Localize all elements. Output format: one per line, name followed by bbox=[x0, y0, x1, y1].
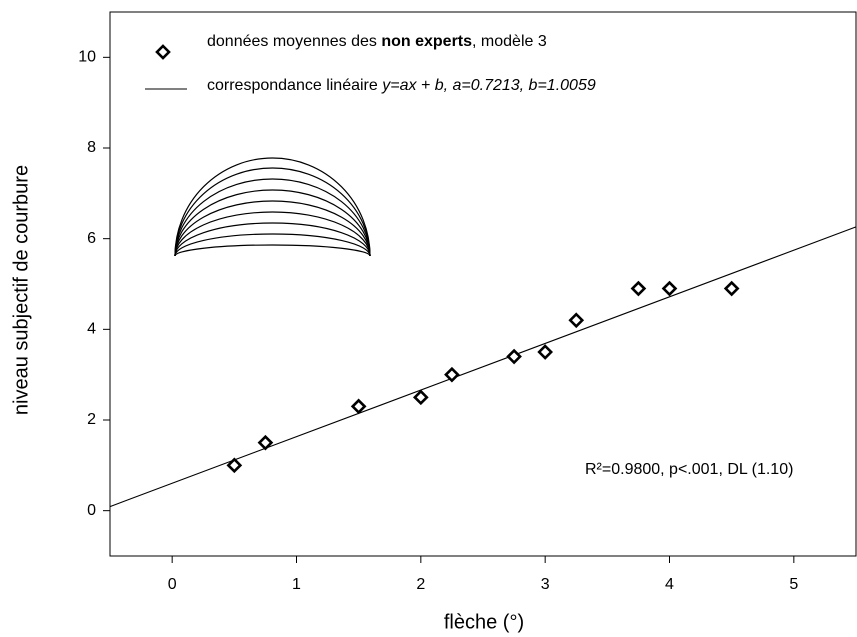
legend-label: données moyennes des non experts, modèle… bbox=[207, 33, 547, 50]
y-tick-label: 0 bbox=[87, 502, 96, 519]
y-tick-label: 8 bbox=[87, 139, 96, 156]
x-tick-label: 0 bbox=[168, 576, 177, 593]
x-axis-label: flèche (°) bbox=[444, 611, 524, 633]
y-axis-label: niveau subjectif de courbure bbox=[10, 165, 32, 415]
legend-text: y=ax + b, a=0.7213, b=1.0059 bbox=[381, 77, 596, 94]
legend-marker bbox=[155, 44, 171, 60]
y-tick-label: 4 bbox=[87, 321, 96, 338]
legend-label: correspondance linéaire y=ax + b, a=0.72… bbox=[207, 77, 596, 94]
marker bbox=[568, 312, 585, 329]
marker bbox=[444, 366, 460, 383]
x-tick-label: 4 bbox=[665, 576, 674, 593]
legend-text: , modèle 3 bbox=[472, 33, 547, 50]
marker bbox=[661, 280, 678, 297]
x-tick-label: 1 bbox=[292, 576, 301, 593]
annotation: R²=0.9800, p<.001, DL (1.10) bbox=[585, 461, 793, 478]
marker bbox=[226, 457, 243, 474]
curvature-icon bbox=[174, 157, 371, 257]
plot-frame bbox=[109, 11, 857, 557]
marker bbox=[257, 434, 274, 451]
marker bbox=[723, 280, 740, 297]
y-tick-label: 6 bbox=[87, 230, 96, 247]
marker bbox=[630, 280, 647, 297]
x-tick-label: 2 bbox=[416, 576, 425, 593]
marker bbox=[412, 389, 429, 406]
x-tick-label: 3 bbox=[541, 576, 550, 593]
legend-text: correspondance linéaire bbox=[207, 77, 382, 94]
y-tick-label: 10 bbox=[78, 49, 96, 66]
y-tick-label: 2 bbox=[87, 411, 96, 428]
legend-text: données moyennes des bbox=[207, 33, 381, 50]
x-tick-label: 5 bbox=[789, 576, 798, 593]
marker bbox=[537, 344, 554, 360]
legend-text: non experts bbox=[381, 33, 472, 50]
marker bbox=[350, 398, 367, 415]
marker bbox=[506, 348, 522, 365]
